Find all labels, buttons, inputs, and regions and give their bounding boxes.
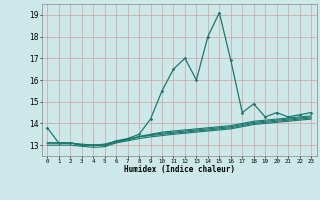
X-axis label: Humidex (Indice chaleur): Humidex (Indice chaleur) [124, 165, 235, 174]
